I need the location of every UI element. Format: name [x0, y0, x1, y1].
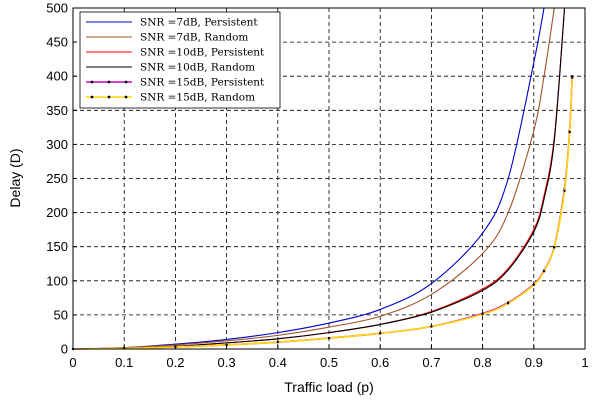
series-point	[430, 325, 433, 328]
legend-marker	[124, 80, 128, 84]
series-point	[571, 76, 574, 79]
legend-label: SNR =10dB, Random	[140, 62, 255, 74]
series-6	[71, 76, 574, 351]
x-axis-label: Traffic load (p)	[284, 379, 373, 395]
legend-entry: SNR =15dB, Persistent	[86, 77, 265, 89]
series-point	[481, 313, 484, 316]
legend-label: SNR =7dB, Random	[140, 32, 248, 44]
series-point	[327, 336, 331, 340]
legend-label: SNR =15dB, Random	[140, 92, 255, 104]
series-4	[72, 7, 566, 350]
series-line	[72, 7, 566, 350]
legend-entry: SNR =15dB, Random	[86, 92, 255, 104]
legend: SNR =7dB, Persistent SNR =7dB, Random SNR …	[79, 11, 281, 109]
x-tick-label: 0.7	[422, 355, 440, 370]
legend-box	[79, 11, 281, 109]
series-line	[72, 77, 573, 350]
series-lines	[71, 7, 574, 351]
y-tick-label: 400	[46, 69, 68, 84]
series-1	[72, 7, 545, 350]
x-tick-label: 0.1	[115, 355, 133, 370]
legend-label: SNR =10dB, Persistent	[140, 47, 265, 59]
legend-marker	[107, 80, 111, 84]
legend-entry: SNR =7dB, Random	[86, 32, 248, 44]
legend-label: SNR =7dB, Persistent	[140, 17, 258, 29]
series-point	[507, 302, 510, 305]
series-point	[568, 130, 571, 134]
x-tick-label: 0.6	[371, 355, 389, 370]
x-tick-label: 0.8	[474, 355, 492, 370]
axis-ticks: 0 0.1 0.2 0.3 0.4 0.5 0.6 0.7 0.8 0.9 1 0 50 100 150 20…	[46, 1, 588, 371]
x-tick-label: 0.9	[525, 355, 543, 370]
x-tick-label: 0.5	[320, 355, 338, 370]
legend-marker	[124, 95, 128, 99]
legend-marker	[107, 95, 111, 99]
series-2	[72, 7, 555, 350]
series-point	[542, 270, 546, 273]
legend-entry: SNR =10dB, Persistent	[86, 47, 265, 59]
series-line	[72, 7, 545, 350]
legend-marker	[90, 95, 94, 99]
x-tick-label: 0.2	[166, 355, 184, 370]
y-tick-label: 500	[46, 1, 68, 16]
series-line	[72, 7, 555, 350]
series-point	[379, 332, 382, 335]
y-tick-label: 300	[46, 137, 68, 152]
series-point	[276, 340, 279, 344]
legend-entry: SNR =7dB, Persistent	[86, 17, 258, 29]
y-tick-label: 50	[54, 307, 68, 322]
x-tick-label: 0.3	[218, 355, 236, 370]
x-tick-label: 0.4	[269, 355, 287, 370]
legend-label: SNR =15dB, Persistent	[140, 77, 265, 89]
y-tick-label: 450	[46, 35, 68, 50]
y-tick-label: 200	[46, 205, 68, 220]
legend-marker	[90, 80, 94, 84]
series-point	[563, 189, 566, 192]
y-axis-label: Delay (D)	[7, 148, 23, 207]
series-point	[225, 343, 228, 347]
x-tick-label: 1	[581, 355, 588, 370]
y-tick-label: 0	[61, 342, 68, 357]
y-tick-label: 350	[46, 103, 68, 118]
y-tick-label: 250	[46, 171, 68, 186]
y-tick-label: 100	[46, 273, 68, 288]
series-point	[553, 246, 556, 249]
x-tick-label: 0	[69, 355, 76, 370]
series-point	[532, 283, 535, 287]
y-tick-label: 150	[46, 239, 68, 254]
legend-entry: SNR =10dB, Random	[86, 62, 255, 74]
